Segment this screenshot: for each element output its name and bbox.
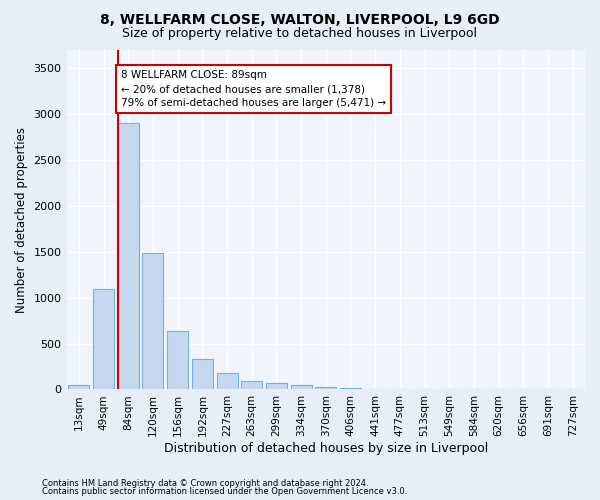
Bar <box>266 384 287 390</box>
Bar <box>192 359 213 390</box>
Text: 8, WELLFARM CLOSE, WALTON, LIVERPOOL, L9 6GD: 8, WELLFARM CLOSE, WALTON, LIVERPOOL, L9… <box>100 12 500 26</box>
Bar <box>290 386 311 390</box>
Bar <box>217 374 238 390</box>
Text: Contains public sector information licensed under the Open Government Licence v3: Contains public sector information licen… <box>42 487 407 496</box>
Bar <box>68 385 89 390</box>
Bar <box>118 124 139 390</box>
Text: 8 WELLFARM CLOSE: 89sqm
← 20% of detached houses are smaller (1,378)
79% of semi: 8 WELLFARM CLOSE: 89sqm ← 20% of detache… <box>121 70 386 108</box>
Bar <box>315 386 336 390</box>
Y-axis label: Number of detached properties: Number of detached properties <box>15 126 28 312</box>
Text: Size of property relative to detached houses in Liverpool: Size of property relative to detached ho… <box>122 28 478 40</box>
X-axis label: Distribution of detached houses by size in Liverpool: Distribution of detached houses by size … <box>164 442 488 455</box>
Bar <box>93 290 114 390</box>
Bar <box>241 380 262 390</box>
Bar <box>340 388 361 390</box>
Text: Contains HM Land Registry data © Crown copyright and database right 2024.: Contains HM Land Registry data © Crown c… <box>42 478 368 488</box>
Bar <box>365 388 386 390</box>
Bar <box>142 253 163 390</box>
Bar <box>167 330 188 390</box>
